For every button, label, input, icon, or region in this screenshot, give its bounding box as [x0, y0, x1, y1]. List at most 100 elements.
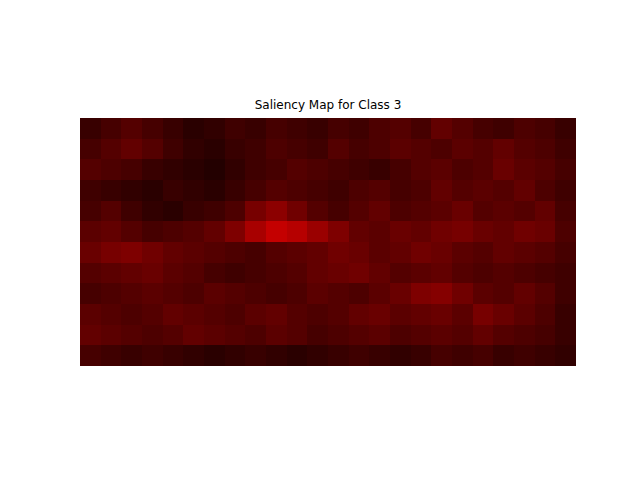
heatmap-cell	[431, 180, 452, 201]
heatmap-cell	[535, 180, 556, 201]
heatmap-cell	[493, 118, 514, 139]
heatmap-cell	[142, 118, 163, 139]
heatmap-cell	[431, 263, 452, 284]
heatmap-cell	[411, 180, 432, 201]
heatmap-cell	[142, 139, 163, 160]
heatmap-cell	[473, 304, 494, 325]
heatmap-cell	[204, 325, 225, 346]
heatmap-cell	[411, 139, 432, 160]
heatmap-cell	[535, 139, 556, 160]
heatmap-cell	[266, 118, 287, 139]
heatmap-cell	[287, 201, 308, 222]
heatmap-cell	[390, 180, 411, 201]
heatmap-cell	[431, 283, 452, 304]
heatmap-cell	[245, 304, 266, 325]
heatmap-cell	[369, 304, 390, 325]
heatmap-cell	[452, 201, 473, 222]
heatmap-cell	[452, 118, 473, 139]
heatmap-cell	[163, 283, 184, 304]
heatmap-cell	[555, 180, 576, 201]
heatmap-cell	[369, 201, 390, 222]
heatmap-cell	[225, 180, 246, 201]
heatmap-cell	[225, 304, 246, 325]
heatmap-cell	[452, 139, 473, 160]
heatmap-cell	[535, 304, 556, 325]
heatmap-cell	[183, 345, 204, 366]
heatmap-cell	[514, 325, 535, 346]
heatmap-cell	[514, 283, 535, 304]
heatmap-cell	[514, 263, 535, 284]
heatmap-cell	[514, 221, 535, 242]
heatmap-cell	[328, 325, 349, 346]
heatmap-cell	[266, 180, 287, 201]
heatmap-cell	[142, 283, 163, 304]
heatmap-cell	[555, 139, 576, 160]
heatmap-cell	[101, 283, 122, 304]
heatmap-cell	[80, 180, 101, 201]
heatmap-cell	[80, 325, 101, 346]
heatmap-cell	[452, 304, 473, 325]
heatmap-cell	[225, 221, 246, 242]
heatmap-cell	[493, 304, 514, 325]
heatmap-cell	[142, 263, 163, 284]
heatmap-cell	[369, 242, 390, 263]
heatmap-cell	[390, 201, 411, 222]
heatmap-cell	[431, 201, 452, 222]
heatmap-cell	[493, 221, 514, 242]
heatmap-cell	[452, 283, 473, 304]
heatmap-cell	[266, 201, 287, 222]
heatmap-cell	[411, 325, 432, 346]
heatmap-cell	[390, 325, 411, 346]
heatmap-cell	[163, 139, 184, 160]
heatmap-cell	[452, 159, 473, 180]
heatmap-cell	[349, 118, 370, 139]
heatmap-cell	[349, 283, 370, 304]
heatmap-cell	[535, 263, 556, 284]
heatmap-cell	[204, 304, 225, 325]
heatmap-cell	[245, 325, 266, 346]
heatmap-cell	[80, 242, 101, 263]
heatmap-cell	[225, 283, 246, 304]
background	[0, 0, 640, 480]
heatmap-cell	[452, 325, 473, 346]
heatmap-cell	[349, 304, 370, 325]
heatmap-cell	[121, 159, 142, 180]
heatmap-cell	[514, 201, 535, 222]
heatmap-cell	[80, 345, 101, 366]
heatmap-cell	[225, 118, 246, 139]
heatmap-cell	[225, 263, 246, 284]
heatmap-cell	[493, 159, 514, 180]
heatmap-cell	[101, 139, 122, 160]
heatmap-cell	[142, 221, 163, 242]
heatmap-cell	[473, 221, 494, 242]
heatmap-cell	[287, 263, 308, 284]
heatmap-cell	[349, 263, 370, 284]
heatmap-cell	[493, 180, 514, 201]
heatmap-cell	[183, 283, 204, 304]
heatmap-cell	[307, 263, 328, 284]
heatmap-cell	[163, 263, 184, 284]
heatmap-cell	[411, 345, 432, 366]
heatmap-cell	[411, 263, 432, 284]
heatmap-cell	[493, 201, 514, 222]
heatmap-cell	[101, 221, 122, 242]
heatmap-cell	[142, 180, 163, 201]
heatmap-cell	[555, 221, 576, 242]
heatmap-cell	[452, 242, 473, 263]
heatmap-cell	[514, 180, 535, 201]
heatmap-cell	[473, 159, 494, 180]
heatmap-cell	[514, 118, 535, 139]
heatmap-cell	[204, 118, 225, 139]
heatmap-cell	[431, 139, 452, 160]
heatmap-cell	[245, 242, 266, 263]
heatmap-cell	[101, 242, 122, 263]
heatmap-cell	[555, 242, 576, 263]
heatmap-cell	[245, 180, 266, 201]
heatmap-cell	[287, 139, 308, 160]
heatmap-cell	[287, 159, 308, 180]
heatmap-cell	[183, 221, 204, 242]
heatmap-cell	[163, 118, 184, 139]
heatmap-cell	[349, 221, 370, 242]
heatmap-cell	[225, 345, 246, 366]
heatmap-cell	[204, 201, 225, 222]
